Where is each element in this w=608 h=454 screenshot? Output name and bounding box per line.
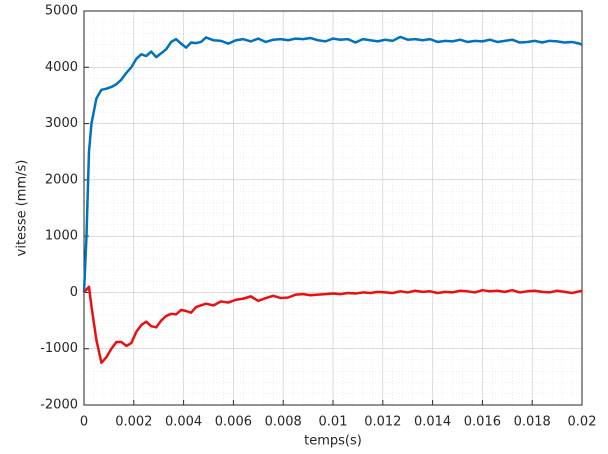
x-tick-label: 0 [80,415,88,430]
y-tick-label: -2000 [40,398,78,413]
y-tick-label: 3000 [45,116,78,131]
x-tick-label: 0.02 [568,415,597,430]
y-tick-label: 1000 [45,229,78,244]
y-tick-label: -1000 [40,341,78,356]
x-tick-label: 0.004 [165,415,202,430]
y-tick-label: 4000 [45,60,78,75]
x-tick-label: 0.012 [364,415,401,430]
series-line [83,285,583,365]
x-tick-label: 0.014 [414,415,451,430]
x-tick-label: 0.002 [115,415,152,430]
x-tick-label: 0.008 [265,415,302,430]
x-tick-label: 0.01 [319,415,348,430]
x-tick-label: 0.018 [514,415,551,430]
y-tick-label: 0 [70,285,78,300]
x-tick-label: 0.016 [464,415,501,430]
y-tick-label: 5000 [45,4,78,19]
y-tick-label: 2000 [45,172,78,187]
series-line [82,35,583,293]
x-axis-label: temps(s) [304,434,362,449]
plot-frame [83,10,583,406]
x-tick-label: 0.006 [215,415,252,430]
y-axis-label: vitesse (mm/s) [15,160,30,257]
